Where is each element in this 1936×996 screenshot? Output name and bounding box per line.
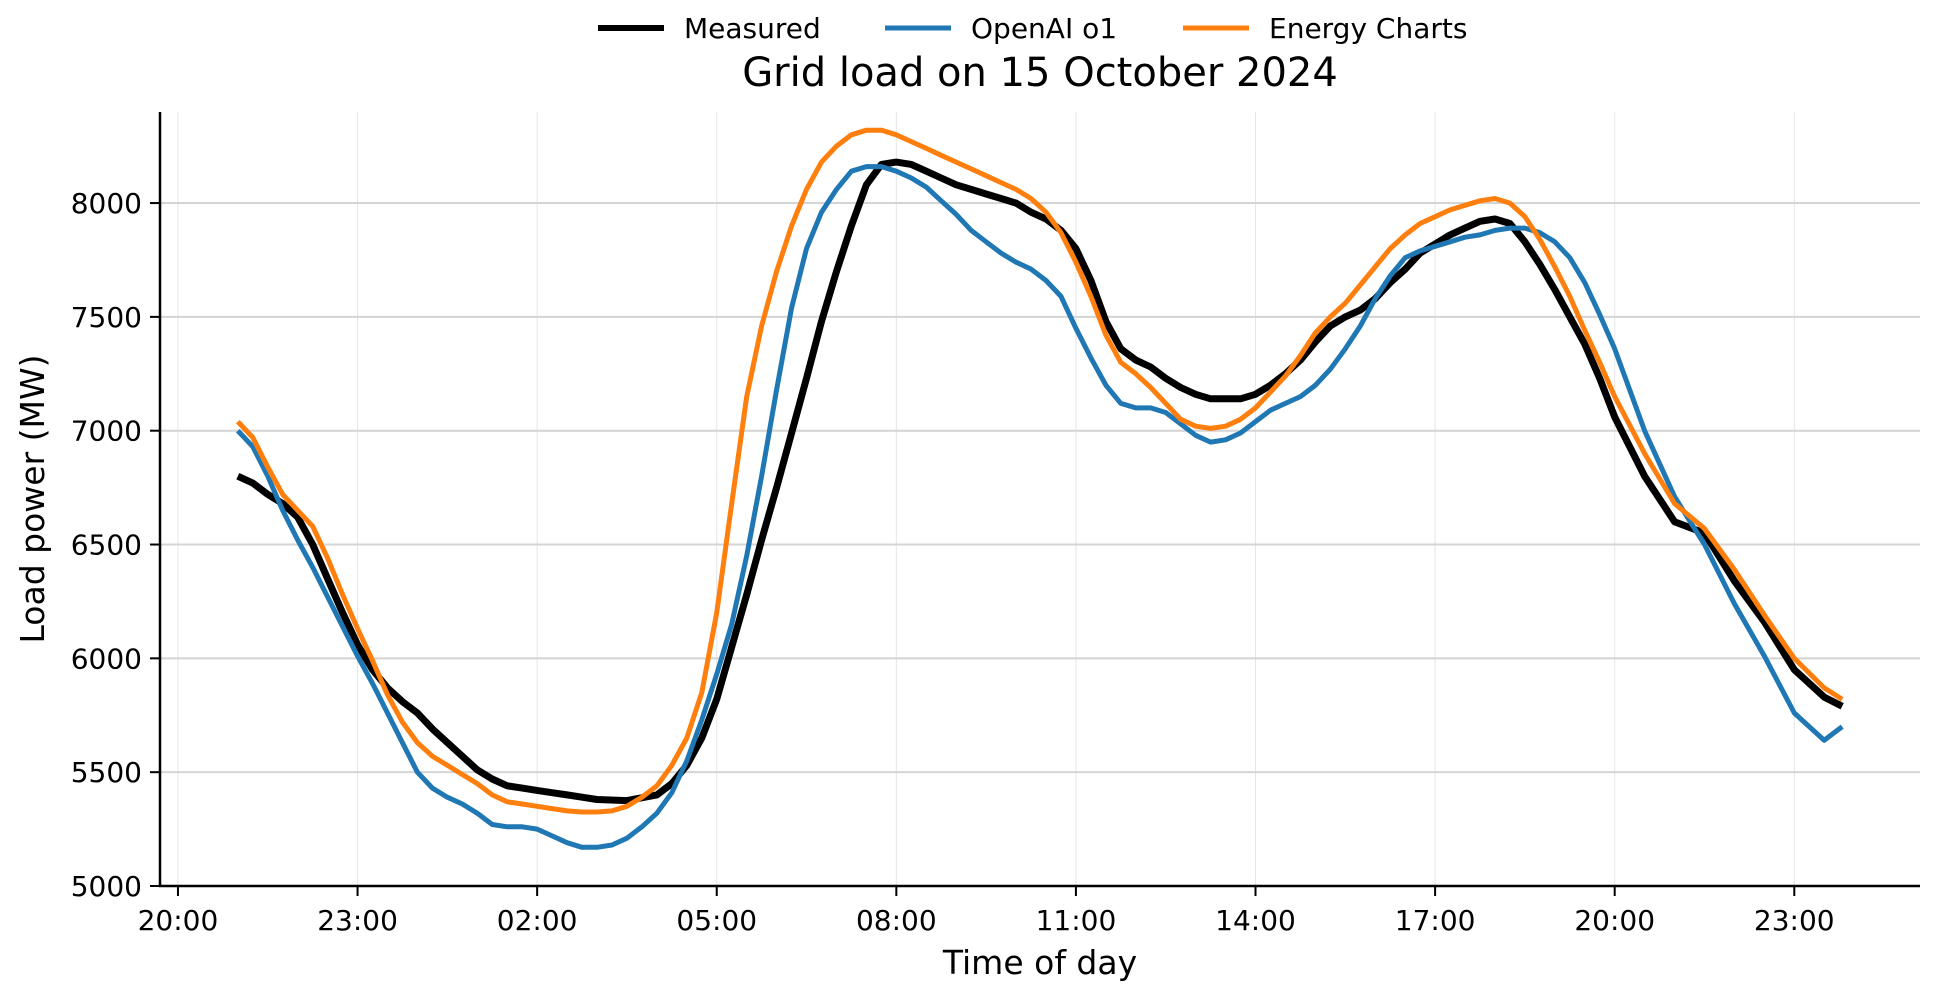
y-tick-label: 7500 [71,301,142,334]
x-tick-label: 23:00 [1754,904,1835,937]
y-tick-label: 8000 [71,187,142,220]
x-tick-label: 14:00 [1215,904,1296,937]
x-tick-label: 23:00 [317,904,398,937]
x-tick-label: 08:00 [856,904,937,937]
y-tick-label: 6000 [71,642,142,675]
legend-label-energy-charts: Energy Charts [1269,12,1467,45]
y-axis-ticks: 5000 5500 6000 6500 7000 7500 8000 [71,187,160,903]
x-tick-label: 20:00 [138,904,219,937]
x-axis-label: Time of day [942,943,1137,982]
series-line-measured [236,158,1844,805]
x-tick-label: 17:00 [1395,904,1476,937]
x-tick-label: 05:00 [676,904,757,937]
chart-title: Grid load on 15 October 2024 [742,50,1338,96]
legend: Measured OpenAI o1 Energy Charts [598,12,1467,45]
y-tick-label: 7000 [71,415,142,448]
series-line-energy-charts [235,127,1844,815]
legend-label-measured: Measured [684,12,821,45]
axes [158,112,1920,888]
x-axis-ticks: 20:00 23:00 02:00 05:00 08:00 11:00 14:00 17:00… [138,886,1835,937]
y-axis-label: Load power (MW) [13,355,52,644]
x-tick-label: 11:00 [1036,904,1117,937]
x-tick-label: 02:00 [497,904,578,937]
y-tick-label: 5000 [71,870,142,903]
series-line-openai-o1 [235,164,1844,850]
y-tick-label: 6500 [71,529,142,562]
legend-label-openai-o1: OpenAI o1 [971,12,1117,45]
series-lines [235,127,1844,850]
y-tick-label: 5500 [71,756,142,789]
x-tick-label: 20:00 [1574,904,1655,937]
